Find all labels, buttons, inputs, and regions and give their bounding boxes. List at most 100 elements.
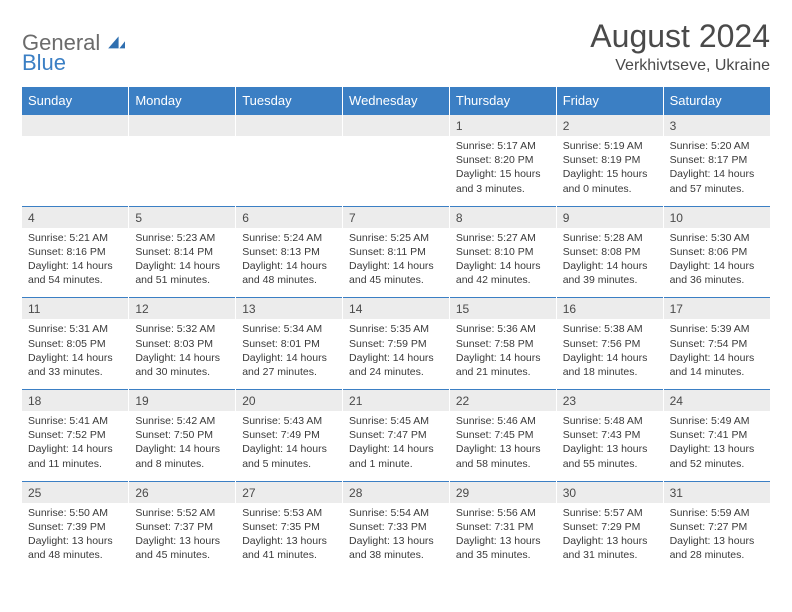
- day-number-cell: 5: [129, 206, 236, 228]
- day-line: Sunrise: 5:28 AM: [563, 231, 657, 245]
- day-line: Sunset: 7:35 PM: [242, 520, 336, 534]
- day-line: Daylight: 14 hours and 54 minutes.: [28, 259, 122, 287]
- day-content-cell: Sunrise: 5:52 AMSunset: 7:37 PMDaylight:…: [129, 503, 236, 573]
- day-line: Sunrise: 5:35 AM: [349, 322, 443, 336]
- day-line: Daylight: 14 hours and 24 minutes.: [349, 351, 443, 379]
- day-line: Sunrise: 5:27 AM: [456, 231, 550, 245]
- day-content-cell: Sunrise: 5:23 AMSunset: 8:14 PMDaylight:…: [129, 228, 236, 298]
- day-line: Daylight: 14 hours and 1 minute.: [349, 442, 443, 470]
- day-line: Sunset: 8:08 PM: [563, 245, 657, 259]
- day-number-cell: 19: [129, 390, 236, 412]
- day-number-cell: 27: [236, 481, 343, 503]
- day-line: Sunrise: 5:49 AM: [670, 414, 764, 428]
- day-line: Sunrise: 5:25 AM: [349, 231, 443, 245]
- day-content-cell: Sunrise: 5:19 AMSunset: 8:19 PMDaylight:…: [556, 136, 663, 206]
- day-line: Sunset: 8:11 PM: [349, 245, 443, 259]
- day-line: Sunrise: 5:50 AM: [28, 506, 122, 520]
- content-row: Sunrise: 5:21 AMSunset: 8:16 PMDaylight:…: [22, 228, 770, 298]
- day-line: Sunrise: 5:42 AM: [135, 414, 229, 428]
- day-content-cell: Sunrise: 5:32 AMSunset: 8:03 PMDaylight:…: [129, 319, 236, 389]
- daynum-row: 11121314151617: [22, 298, 770, 320]
- day-line: Sunrise: 5:41 AM: [28, 414, 122, 428]
- day-content-cell: Sunrise: 5:27 AMSunset: 8:10 PMDaylight:…: [449, 228, 556, 298]
- day-line: Sunset: 8:01 PM: [242, 337, 336, 351]
- content-row: Sunrise: 5:17 AMSunset: 8:20 PMDaylight:…: [22, 136, 770, 206]
- day-line: Sunset: 8:06 PM: [670, 245, 764, 259]
- day-number-cell: 3: [663, 115, 770, 137]
- day-line: Daylight: 13 hours and 45 minutes.: [135, 534, 229, 562]
- day-line: Sunrise: 5:23 AM: [135, 231, 229, 245]
- day-line: Sunrise: 5:32 AM: [135, 322, 229, 336]
- day-line: Sunset: 7:54 PM: [670, 337, 764, 351]
- day-line: Daylight: 14 hours and 14 minutes.: [670, 351, 764, 379]
- day-line: Daylight: 14 hours and 57 minutes.: [670, 167, 764, 195]
- day-line: Sunrise: 5:19 AM: [563, 139, 657, 153]
- day-line: Daylight: 14 hours and 30 minutes.: [135, 351, 229, 379]
- day-line: Sunset: 8:16 PM: [28, 245, 122, 259]
- calendar-table: Sunday Monday Tuesday Wednesday Thursday…: [22, 87, 770, 572]
- day-content-cell: Sunrise: 5:24 AMSunset: 8:13 PMDaylight:…: [236, 228, 343, 298]
- calendar-body: 123Sunrise: 5:17 AMSunset: 8:20 PMDaylig…: [22, 115, 770, 573]
- logo-sail-icon: [107, 37, 127, 54]
- day-line: Daylight: 14 hours and 21 minutes.: [456, 351, 550, 379]
- day-number-cell: 12: [129, 298, 236, 320]
- day-number-cell: 15: [449, 298, 556, 320]
- day-line: Daylight: 14 hours and 11 minutes.: [28, 442, 122, 470]
- day-content-cell: Sunrise: 5:17 AMSunset: 8:20 PMDaylight:…: [449, 136, 556, 206]
- day-header-friday: Friday: [556, 87, 663, 115]
- header: General August 2024 Verkhivtseve, Ukrain…: [22, 18, 770, 75]
- day-content-cell: Sunrise: 5:48 AMSunset: 7:43 PMDaylight:…: [556, 411, 663, 481]
- day-line: Daylight: 13 hours and 48 minutes.: [28, 534, 122, 562]
- day-line: Daylight: 14 hours and 18 minutes.: [563, 351, 657, 379]
- day-line: Daylight: 13 hours and 28 minutes.: [670, 534, 764, 562]
- day-line: Daylight: 14 hours and 45 minutes.: [349, 259, 443, 287]
- daynum-row: 25262728293031: [22, 481, 770, 503]
- day-number-cell: 14: [343, 298, 450, 320]
- day-number-cell: 7: [343, 206, 450, 228]
- day-line: Sunrise: 5:56 AM: [456, 506, 550, 520]
- day-number-cell: 6: [236, 206, 343, 228]
- day-line: Sunset: 7:56 PM: [563, 337, 657, 351]
- day-line: Daylight: 13 hours and 31 minutes.: [563, 534, 657, 562]
- day-line: Sunset: 7:49 PM: [242, 428, 336, 442]
- day-number-cell: [236, 115, 343, 137]
- day-line: Sunset: 8:13 PM: [242, 245, 336, 259]
- day-number-cell: 20: [236, 390, 343, 412]
- day-content-cell: [343, 136, 450, 206]
- day-content-cell: Sunrise: 5:36 AMSunset: 7:58 PMDaylight:…: [449, 319, 556, 389]
- day-line: Sunset: 7:52 PM: [28, 428, 122, 442]
- month-title: August 2024: [590, 18, 770, 55]
- day-line: Sunset: 8:17 PM: [670, 153, 764, 167]
- day-line: Sunset: 7:47 PM: [349, 428, 443, 442]
- daynum-row: 45678910: [22, 206, 770, 228]
- day-line: Daylight: 14 hours and 36 minutes.: [670, 259, 764, 287]
- day-content-cell: [236, 136, 343, 206]
- day-content-cell: [129, 136, 236, 206]
- day-line: Sunset: 7:39 PM: [28, 520, 122, 534]
- day-line: Daylight: 15 hours and 3 minutes.: [456, 167, 550, 195]
- day-header-tuesday: Tuesday: [236, 87, 343, 115]
- day-content-cell: Sunrise: 5:42 AMSunset: 7:50 PMDaylight:…: [129, 411, 236, 481]
- day-line: Daylight: 13 hours and 55 minutes.: [563, 442, 657, 470]
- day-number-cell: 23: [556, 390, 663, 412]
- day-content-cell: Sunrise: 5:39 AMSunset: 7:54 PMDaylight:…: [663, 319, 770, 389]
- day-number-cell: 21: [343, 390, 450, 412]
- day-header-sunday: Sunday: [22, 87, 129, 115]
- day-line: Daylight: 14 hours and 51 minutes.: [135, 259, 229, 287]
- day-number-cell: [343, 115, 450, 137]
- day-line: Sunset: 8:19 PM: [563, 153, 657, 167]
- day-line: Sunset: 7:43 PM: [563, 428, 657, 442]
- day-line: Sunrise: 5:34 AM: [242, 322, 336, 336]
- day-content-cell: Sunrise: 5:59 AMSunset: 7:27 PMDaylight:…: [663, 503, 770, 573]
- title-block: August 2024 Verkhivtseve, Ukraine: [590, 18, 770, 75]
- day-number-cell: 31: [663, 481, 770, 503]
- day-line: Daylight: 13 hours and 35 minutes.: [456, 534, 550, 562]
- day-number-cell: [129, 115, 236, 137]
- day-content-cell: Sunrise: 5:53 AMSunset: 7:35 PMDaylight:…: [236, 503, 343, 573]
- day-line: Sunset: 8:03 PM: [135, 337, 229, 351]
- day-line: Sunset: 8:20 PM: [456, 153, 550, 167]
- day-line: Daylight: 13 hours and 38 minutes.: [349, 534, 443, 562]
- daynum-row: 123: [22, 115, 770, 137]
- day-number-cell: 13: [236, 298, 343, 320]
- day-line: Daylight: 14 hours and 39 minutes.: [563, 259, 657, 287]
